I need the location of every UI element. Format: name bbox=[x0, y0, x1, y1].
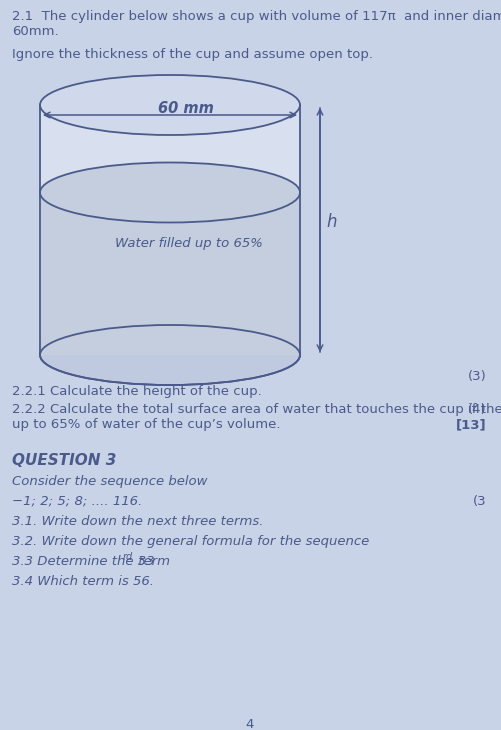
FancyBboxPatch shape bbox=[40, 105, 300, 355]
Text: QUESTION 3: QUESTION 3 bbox=[12, 453, 116, 468]
Text: h: h bbox=[326, 213, 337, 231]
Text: 2.2.1 Calculate the height of the cup.: 2.2.1 Calculate the height of the cup. bbox=[12, 385, 262, 398]
Text: 4: 4 bbox=[246, 718, 254, 730]
Ellipse shape bbox=[40, 325, 300, 385]
Text: (3: (3 bbox=[473, 495, 487, 508]
Text: Consider the sequence below: Consider the sequence below bbox=[12, 475, 207, 488]
Text: up to 65% of water of the cup’s volume.: up to 65% of water of the cup’s volume. bbox=[12, 418, 281, 431]
Text: 2.1  The cylinder below shows a cup with volume of 117π  and inner diameter of: 2.1 The cylinder below shows a cup with … bbox=[12, 10, 501, 23]
Text: (4): (4) bbox=[468, 403, 487, 416]
Text: Water filled up to 65%: Water filled up to 65% bbox=[115, 237, 263, 250]
Text: 60mm.: 60mm. bbox=[12, 25, 59, 38]
FancyBboxPatch shape bbox=[41, 193, 299, 355]
Text: term: term bbox=[134, 555, 170, 568]
Text: Ignore the thickness of the cup and assume open top.: Ignore the thickness of the cup and assu… bbox=[12, 48, 373, 61]
Text: (3): (3) bbox=[468, 370, 487, 383]
Text: 3.3 Determine the 33: 3.3 Determine the 33 bbox=[12, 555, 154, 568]
Ellipse shape bbox=[40, 163, 300, 223]
Text: −1; 2; 5; 8; .... 116.: −1; 2; 5; 8; .... 116. bbox=[12, 495, 142, 508]
Text: [13]: [13] bbox=[456, 418, 487, 431]
Text: 60 mm: 60 mm bbox=[158, 101, 214, 116]
Ellipse shape bbox=[40, 75, 300, 135]
Text: 2.2.2 Calculate the total surface area of water that touches the cup if the cup : 2.2.2 Calculate the total surface area o… bbox=[12, 403, 501, 416]
Text: 3.1. Write down the next three terms.: 3.1. Write down the next three terms. bbox=[12, 515, 264, 528]
Text: rd: rd bbox=[123, 552, 133, 562]
Text: 3.4 Which term is 56.: 3.4 Which term is 56. bbox=[12, 575, 154, 588]
Text: 3.2. Write down the general formula for the sequence: 3.2. Write down the general formula for … bbox=[12, 535, 369, 548]
